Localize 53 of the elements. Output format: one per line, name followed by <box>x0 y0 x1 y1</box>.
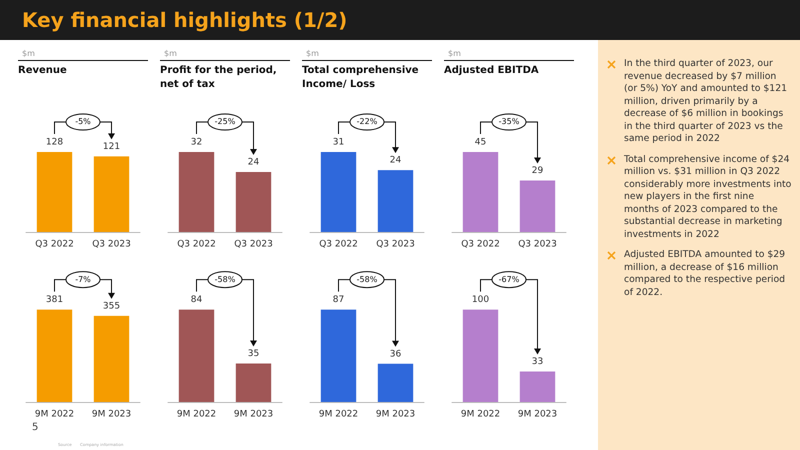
x-tick-label: 9M 2022 <box>34 410 74 420</box>
chart-subtitle: $m <box>302 48 432 61</box>
data-label: 355 <box>102 301 120 312</box>
text: -35% <box>492 116 526 128</box>
data-label: 87 <box>332 295 344 306</box>
data-label: 121 <box>102 142 120 152</box>
data-label: 381 <box>46 295 64 306</box>
text: Key financial highlights (1/2) <box>22 8 348 32</box>
data-label: 35 <box>248 348 260 359</box>
chart-title: Revenue <box>18 64 68 78</box>
x-tick-label: 9M 2022 <box>176 410 216 420</box>
chart-title: Adjusted EBITDA <box>444 64 540 78</box>
x-tick-label: 9M 2022 <box>460 410 500 420</box>
chart-subtitle: $m <box>444 48 574 61</box>
x-tick-label: 9M 2022 <box>318 410 358 420</box>
x-tick-label: Q3 2022 <box>461 240 500 250</box>
text: In the third quarter of 2023, our revenue decreased by $7 million (or 5%) YoY and amounted to $121 million, driven primarily by a decrease of $6 million in bookings in the third quarter of 2023 vs the same period in 2022 <box>624 58 788 146</box>
x-tick-label: Q3 2023 <box>92 240 131 250</box>
text: -5% <box>66 116 100 128</box>
x-tick-label: Q3 2023 <box>234 240 273 250</box>
data-label: 24 <box>390 156 402 166</box>
chart-subtitle: $m <box>18 48 148 61</box>
data-label: 24 <box>248 158 260 168</box>
x-tick-label: 9M 2023 <box>518 410 558 420</box>
chart-title: Profit for the period, net of tax <box>160 64 278 92</box>
data-label: 84 <box>190 295 202 306</box>
x-tick-label: Q3 2023 <box>518 240 557 250</box>
text: -58% <box>208 274 242 286</box>
chart-title: Total comprehensive Income/ Loss <box>302 64 420 92</box>
text: Total comprehensive income of $24 million vs. $31 million in Q3 2022 considerably more investments into new players in the first nine months of 2023 compared to the substantial decrease in marketing investments in 2022 <box>624 154 792 241</box>
x-tick-label: Q3 2023 <box>376 240 415 250</box>
text: -25% <box>208 116 242 128</box>
chart-subtitle: $m <box>160 48 290 61</box>
data-label: 31 <box>332 138 344 148</box>
text: -67% <box>492 274 526 286</box>
x-tick-label: Q3 2022 <box>177 240 216 250</box>
data-label: 45 <box>474 138 486 148</box>
data-label: 33 <box>532 357 544 368</box>
data-label: 100 <box>472 295 490 306</box>
text: Adjusted EBITDA amounted to $29 million, a decrease of $16 million compared to the respective period of 2022. <box>624 249 786 299</box>
text: -58% <box>350 274 384 286</box>
data-label: 29 <box>532 166 544 176</box>
x-tick-label: 9M 2023 <box>92 410 132 420</box>
data-label: 128 <box>46 138 64 148</box>
text: -7% <box>66 274 100 286</box>
data-label: 32 <box>190 138 202 148</box>
x-tick-label: 9M 2023 <box>234 410 274 420</box>
x-tick-label: 9M 2023 <box>376 410 416 420</box>
data-label: 36 <box>390 349 402 360</box>
text: -22% <box>350 116 384 128</box>
text: 5 <box>32 422 38 433</box>
x-tick-label: Q3 2022 <box>319 240 358 250</box>
x-tick-label: Q3 2022 <box>35 240 74 250</box>
